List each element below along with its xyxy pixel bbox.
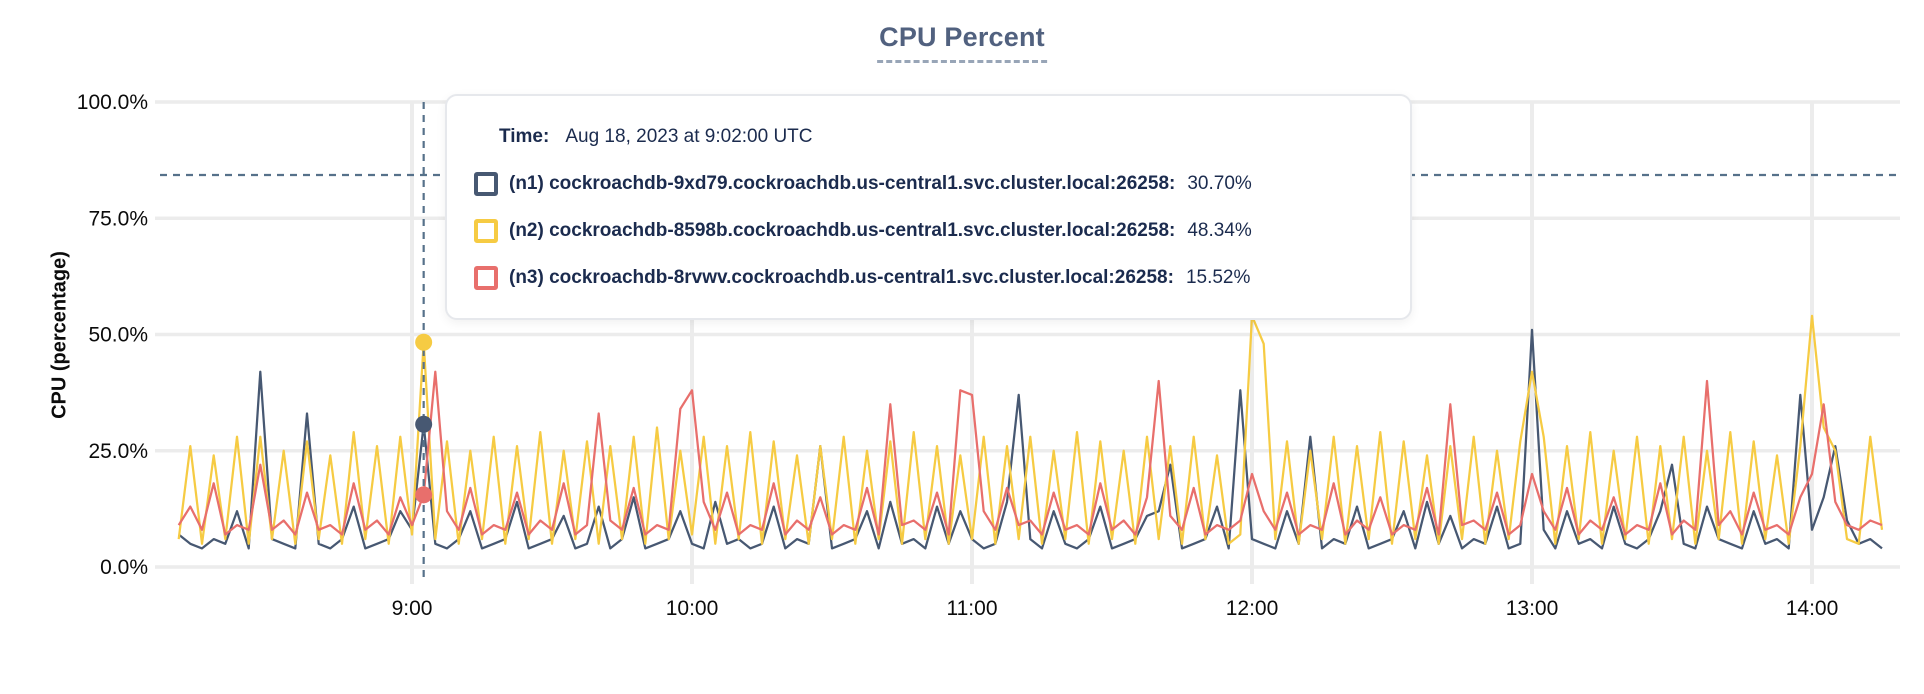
tooltip-series-row-n3: (n3) cockroachdb-8rvwv.cockroachdb.us-ce… (474, 265, 1410, 291)
series-n1-marker-icon (474, 172, 498, 196)
series-line-n2 (177, 314, 1884, 545)
x-tick-label: 12:00 (1226, 597, 1279, 620)
series-n2-marker-icon (474, 219, 498, 243)
series-line-n1 (177, 328, 1883, 550)
tooltip-time-value: Aug 18, 2023 at 9:02:00 UTC (565, 126, 813, 147)
x-tick-label: 10:00 (666, 597, 719, 620)
y-tick-label: 100.0% (77, 91, 148, 114)
y-tick-label: 0.0% (100, 556, 148, 579)
y-tick-label: 50.0% (88, 324, 148, 347)
hover-point-n1 (415, 415, 433, 433)
series-n3-marker-icon (474, 266, 498, 290)
y-tick-label: 25.0% (88, 440, 148, 463)
hover-point-n3 (415, 486, 433, 504)
tooltip-series-n1-label: (n1) cockroachdb-9xd79.cockroachdb.us-ce… (509, 173, 1176, 194)
tooltip-series-row-n2: (n2) cockroachdb-8598b.cockroachdb.us-ce… (474, 218, 1410, 244)
tooltip-series-n2-label: (n2) cockroachdb-8598b.cockroachdb.us-ce… (509, 220, 1176, 241)
tooltip-series-n3-value: 15.52% (1185, 267, 1251, 288)
x-tick-label: 11:00 (947, 597, 998, 620)
tooltip-time-row: Time: Aug 18, 2023 at 9:02:00 UTC (499, 124, 1410, 150)
tooltip-series-n2-value: 48.34% (1187, 220, 1252, 241)
y-tick-label: 75.0% (88, 207, 148, 230)
x-tick-label: 13:00 (1506, 597, 1559, 620)
y-axis-title: CPU (percentage) (48, 251, 71, 419)
tooltip-series-row-n1: (n1) cockroachdb-9xd79.cockroachdb.us-ce… (474, 171, 1410, 197)
x-tick-label: 9:00 (392, 597, 433, 620)
hover-point-n2 (415, 333, 433, 351)
chart-title: CPU Percent (877, 22, 1047, 63)
hover-tooltip: Time: Aug 18, 2023 at 9:02:00 UTC (n1) c… (445, 94, 1412, 320)
tooltip-time-label: Time: (499, 126, 550, 147)
tooltip-series-n3-label: (n3) cockroachdb-8rvwv.cockroachdb.us-ce… (509, 267, 1174, 288)
tooltip-series-n1-value: 30.70% (1187, 173, 1252, 194)
series-line-n3 (177, 370, 1883, 536)
x-tick-label: 14:00 (1786, 597, 1839, 620)
